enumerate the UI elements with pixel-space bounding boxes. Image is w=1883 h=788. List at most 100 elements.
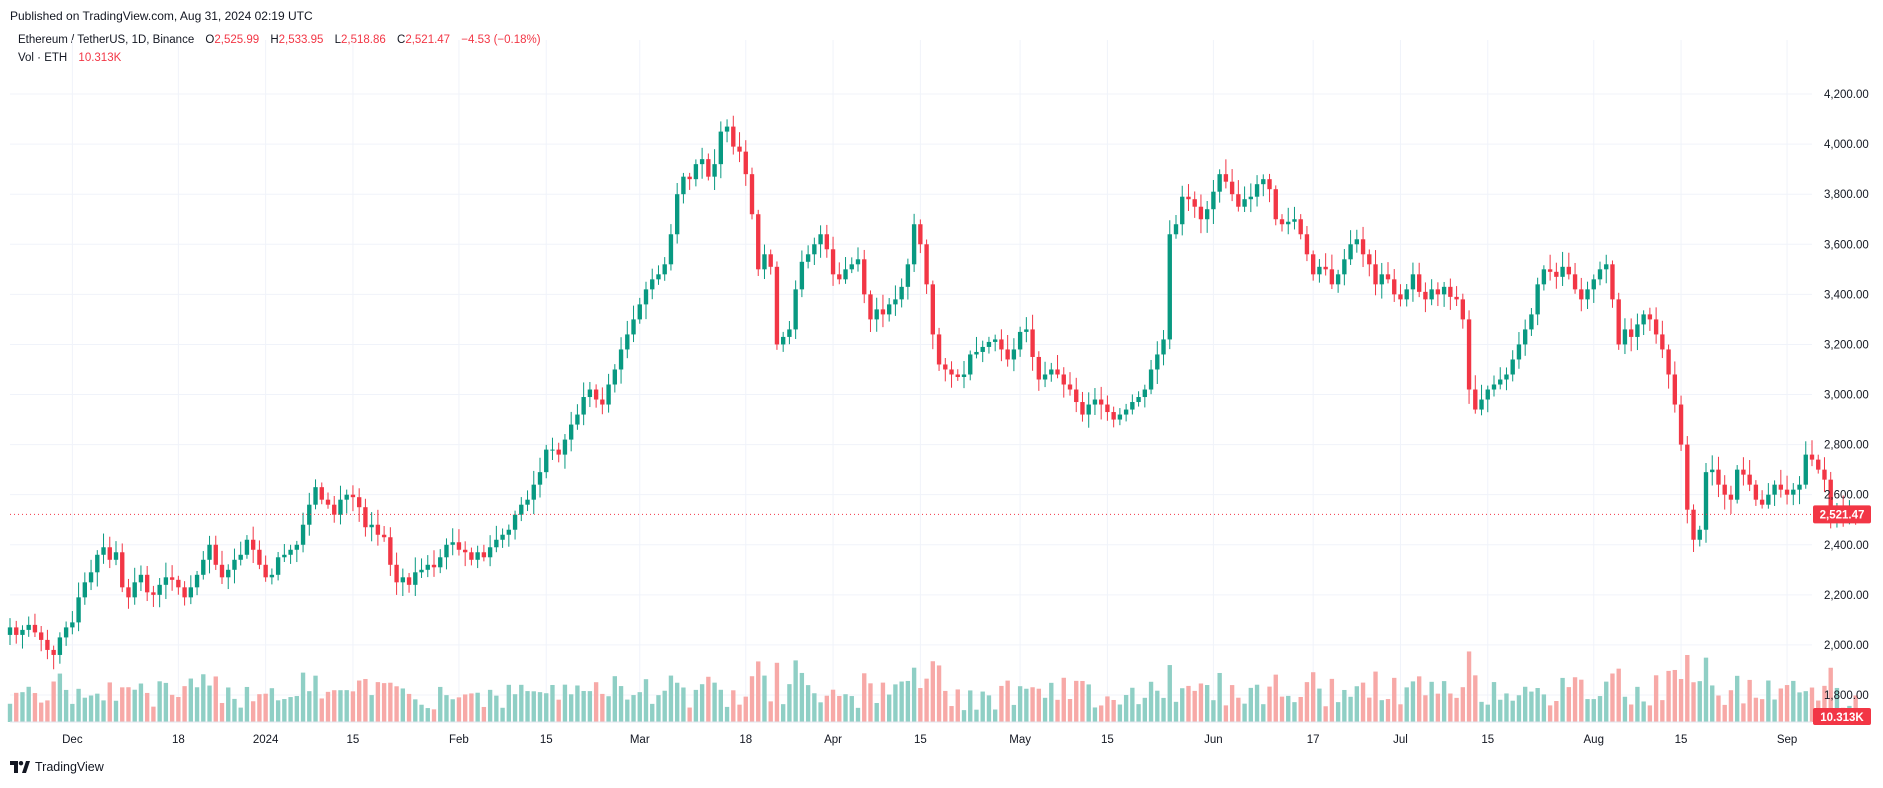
candle-body bbox=[182, 587, 187, 598]
candle-body bbox=[1211, 191, 1216, 210]
candle-body bbox=[1560, 266, 1565, 277]
volume-bar bbox=[706, 676, 711, 722]
candle-body bbox=[862, 259, 867, 295]
volume-bar bbox=[7, 703, 13, 722]
volume-bar bbox=[494, 695, 499, 722]
volume-bar bbox=[481, 706, 487, 722]
volume-bar bbox=[911, 667, 917, 722]
candle-body bbox=[1591, 279, 1596, 290]
volume-bar bbox=[1011, 704, 1017, 722]
volume-bar bbox=[930, 661, 936, 722]
candle-body bbox=[1342, 259, 1347, 275]
volume-bar bbox=[855, 707, 861, 722]
volume-bar bbox=[1429, 681, 1434, 722]
published-note: Published on TradingView.com, Aug 31, 20… bbox=[10, 9, 313, 23]
volume-bar bbox=[1566, 687, 1572, 722]
candle-body bbox=[51, 649, 56, 655]
candle-body bbox=[1017, 331, 1023, 350]
volume-bar bbox=[568, 694, 574, 722]
time-axis[interactable]: Dec 18 2024 15 Feb 15 Mar 18 Apr 15 May 15 Jun 17 Jul 1… bbox=[10, 721, 1812, 746]
candle-body bbox=[905, 264, 911, 287]
volume-bar bbox=[650, 703, 655, 722]
candle-body bbox=[1192, 199, 1197, 207]
volume-bar bbox=[238, 707, 243, 722]
candle-body bbox=[880, 309, 886, 315]
candle-body bbox=[1080, 402, 1085, 415]
volume-bar bbox=[731, 690, 736, 722]
candle-body bbox=[1822, 469, 1827, 480]
candle-body bbox=[1722, 484, 1727, 495]
candle-body bbox=[699, 159, 705, 165]
candle-body bbox=[207, 544, 212, 560]
candle-body bbox=[1672, 374, 1678, 405]
candle-body bbox=[718, 131, 724, 165]
candle-body bbox=[793, 289, 798, 330]
candle-body bbox=[1703, 472, 1709, 530]
candle-body bbox=[818, 234, 823, 245]
x-tick-label: Mar bbox=[630, 734, 650, 746]
candle-body bbox=[1167, 234, 1172, 340]
volume-bar bbox=[637, 692, 642, 722]
candle-body bbox=[1759, 499, 1765, 505]
volume-bar bbox=[674, 682, 680, 722]
volume-bar bbox=[419, 704, 424, 722]
volume-bar bbox=[263, 693, 268, 722]
volume-label[interactable]: Vol · ETH bbox=[18, 52, 68, 64]
candle-body bbox=[1323, 266, 1328, 270]
volume-bar bbox=[1005, 680, 1010, 722]
volume-bar bbox=[1703, 657, 1709, 722]
volume-bar bbox=[1373, 671, 1378, 722]
volume-bar bbox=[1728, 690, 1734, 722]
volume-bar bbox=[1572, 677, 1578, 722]
candle-body bbox=[843, 269, 848, 280]
candle-body bbox=[1148, 369, 1154, 390]
volume-bar bbox=[718, 689, 724, 722]
volume-bar bbox=[1398, 704, 1403, 722]
candle-body bbox=[1092, 399, 1098, 405]
volume-bar bbox=[562, 684, 568, 722]
candle-body bbox=[1554, 271, 1559, 277]
volume-bar bbox=[862, 673, 867, 722]
volume-bar bbox=[1660, 700, 1665, 722]
candle-body bbox=[176, 579, 181, 588]
volume-bar bbox=[400, 688, 406, 722]
tradingview-logo[interactable]: TradingView bbox=[10, 760, 104, 774]
candle-body bbox=[1610, 264, 1615, 300]
candle-body bbox=[805, 254, 811, 262]
volume-bar bbox=[575, 685, 580, 722]
candle-body bbox=[257, 549, 262, 565]
volume-bar bbox=[1061, 677, 1066, 722]
y-tick-label: 3,600.00 bbox=[1824, 239, 1869, 251]
volume-bar bbox=[593, 682, 599, 722]
candle-body bbox=[1067, 384, 1073, 390]
candle-body bbox=[656, 274, 661, 280]
candle-body bbox=[1635, 324, 1640, 337]
candle-body bbox=[263, 564, 268, 578]
candle-body bbox=[63, 627, 69, 638]
volume-bar bbox=[1379, 700, 1384, 722]
candle-body bbox=[32, 624, 38, 633]
volume-bar bbox=[226, 687, 231, 722]
volume-bar bbox=[774, 662, 780, 722]
symbol-label[interactable]: Ethereum / TetherUS, 1D, Binance bbox=[18, 34, 195, 46]
price-axis[interactable]: 1,800.00 2,000.00 2,200.00 2,400.00 2,600.00… bbox=[1824, 89, 1869, 702]
volume-bar bbox=[182, 686, 187, 722]
candle-body bbox=[1423, 291, 1428, 300]
candle-body bbox=[562, 439, 568, 455]
volume-bar bbox=[544, 693, 549, 722]
volume-bar bbox=[712, 682, 717, 722]
candle-body bbox=[1485, 389, 1490, 400]
volume-bar bbox=[643, 679, 649, 722]
volume-bar bbox=[974, 709, 979, 722]
volume-bar bbox=[1635, 686, 1640, 722]
candle-body bbox=[1024, 329, 1029, 332]
x-tick-label: Dec bbox=[62, 734, 83, 746]
candle-body bbox=[1136, 397, 1141, 403]
candle-body bbox=[413, 572, 418, 585]
volume-bar bbox=[812, 693, 817, 722]
candle-body bbox=[219, 564, 225, 578]
volume-bar bbox=[550, 684, 555, 722]
candle-body bbox=[1816, 459, 1821, 470]
candle-body bbox=[1797, 484, 1802, 490]
